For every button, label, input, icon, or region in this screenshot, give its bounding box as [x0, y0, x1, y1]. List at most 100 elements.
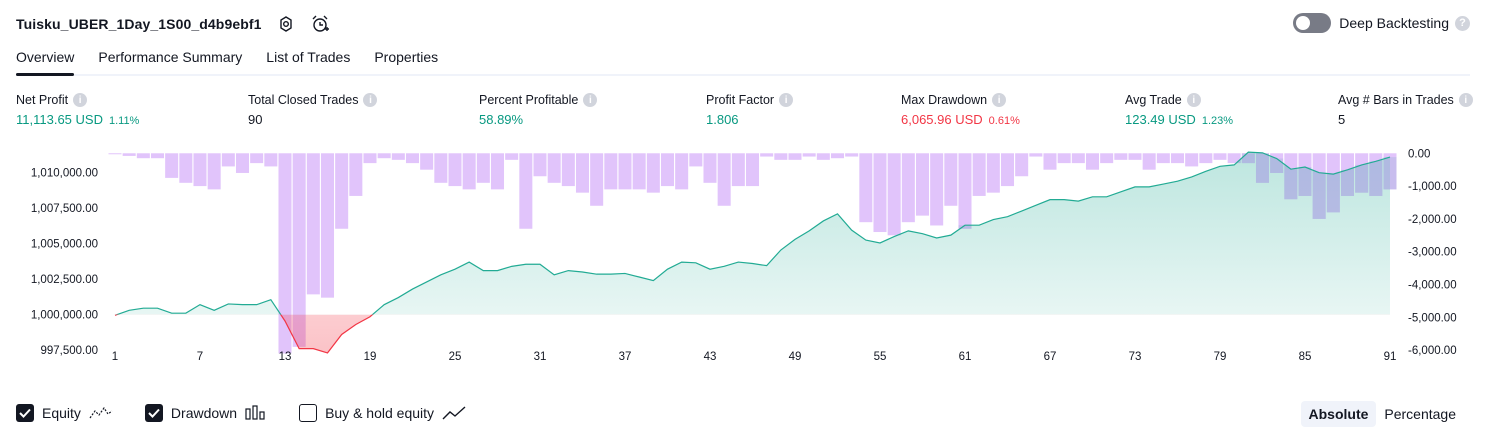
- drawdown-bar: [1000, 153, 1015, 187]
- equity-checkbox[interactable]: Equity: [16, 404, 113, 422]
- stat-value: 123.49 USD: [1125, 112, 1196, 127]
- drawdown-bar: [930, 153, 944, 226]
- drawdown-bar: [845, 153, 859, 157]
- stat-total-closed-trades: Total Closed Trades i 90: [248, 93, 378, 127]
- stats-row: Net Profit i 11,113.65 USD 1.11% Total Clo…: [0, 93, 1486, 133]
- x-axis-tick-label: 79: [1214, 351, 1227, 363]
- left-axis-tick-label: 1,010,000.00: [31, 168, 98, 180]
- equity-label: Equity: [42, 405, 81, 421]
- right-axis: 0.00 -1,000.00 -2,000.00 -3,000.00 -4,000.00…: [1408, 148, 1457, 357]
- right-axis-tick-label: -4,000.00: [1408, 280, 1457, 292]
- drawdown-bar: [519, 153, 533, 229]
- absolute-button[interactable]: Absolute: [1300, 401, 1377, 427]
- drawdown-bar: [363, 153, 377, 164]
- drawdown-bar: [689, 153, 703, 167]
- drawdown-bar: [1114, 153, 1128, 160]
- drawdown-label: Drawdown: [170, 405, 238, 421]
- stat-value: 90: [248, 112, 263, 127]
- tab-performance-summary[interactable]: Performance Summary: [98, 49, 243, 65]
- x-axis-tick-label: 37: [619, 351, 632, 363]
- drawdown-bar: [122, 153, 136, 156]
- tab-list-of-trades[interactable]: List of Trades: [266, 49, 351, 65]
- drawdown-bar: [1057, 153, 1071, 164]
- equity-area-fill: [117, 152, 1390, 315]
- stat-percent: 0.61%: [988, 115, 1020, 127]
- drawdown-bar: [207, 153, 221, 190]
- drawdown-overlap-bar: [1369, 161, 1383, 196]
- drawdown-bar: [1015, 153, 1029, 177]
- drawdown-bar: [462, 153, 476, 190]
- tab-overview[interactable]: Overview: [16, 46, 75, 76]
- drawdown-bar: [505, 153, 519, 160]
- checkbox-unchecked[interactable]: [299, 404, 318, 422]
- stat-value: 1.806: [706, 112, 739, 127]
- equity-line-below-initial: [114, 314, 374, 354]
- settings-icon[interactable]: [276, 14, 296, 34]
- alarm-add-icon[interactable]: [310, 14, 330, 34]
- checkbox-checked[interactable]: [16, 404, 34, 422]
- x-axis-tick-label: 13: [279, 351, 292, 363]
- x-axis-tick-label: 73: [1129, 351, 1142, 363]
- equity-drawdown-chart[interactable]: 1,010,000.00 1,007,500.00 1,005,000.00 1,00…: [0, 140, 1486, 372]
- deep-backtesting-toggle[interactable]: [1293, 13, 1332, 33]
- drawdown-bar: [1213, 153, 1227, 160]
- info-icon[interactable]: i: [583, 93, 598, 107]
- info-icon[interactable]: i: [73, 93, 88, 107]
- info-icon[interactable]: i: [1458, 93, 1473, 107]
- drawdown-bar: [646, 153, 660, 193]
- drawdown-overlap: [958, 153, 1397, 229]
- buy-hold-checkbox[interactable]: Buy & hold equity: [299, 404, 466, 422]
- deep-backtesting: Deep Backtesting ?: [1293, 13, 1470, 33]
- drawdown-bar: [915, 153, 930, 216]
- drawdown-checkbox[interactable]: Drawdown: [144, 404, 267, 422]
- drawdown-overlap-bar: [1241, 153, 1255, 164]
- drawdown-bar: [1071, 153, 1085, 164]
- drawdown-bar: [405, 153, 420, 164]
- drawdown-bar: [533, 153, 547, 177]
- percentage-button[interactable]: Percentage: [1384, 406, 1456, 422]
- drawdown-bar: [618, 153, 632, 190]
- drawdown-bar: [1170, 153, 1185, 164]
- stat-max-drawdown: Max Drawdown i 6,065.96 USD 0.61%: [901, 93, 1020, 127]
- drawdown-bar: [575, 153, 590, 193]
- drawdown-bar: [221, 153, 235, 167]
- drawdown-bar: [547, 153, 561, 183]
- buy-hold-label: Buy & hold equity: [325, 405, 435, 421]
- drawdown-bar: [717, 153, 731, 206]
- drawdown-bar: [377, 153, 391, 159]
- info-icon[interactable]: i: [363, 93, 378, 107]
- stat-label: Net Profit: [16, 93, 69, 107]
- help-icon[interactable]: ?: [1455, 15, 1470, 31]
- stat-value: 58.89%: [479, 112, 524, 127]
- left-axis: 1,010,000.00 1,007,500.00 1,005,000.00 1,00…: [31, 168, 98, 357]
- buy-hold-line-icon: [442, 405, 466, 421]
- x-axis-tick-label: 55: [874, 351, 887, 363]
- left-axis-tick-label: 1,007,500.00: [31, 203, 98, 215]
- drawdown-bar: [264, 153, 278, 167]
- info-icon[interactable]: i: [779, 93, 794, 107]
- drawdown-bar: [292, 153, 306, 347]
- drawdown-bar: [788, 153, 802, 160]
- right-axis-tick-label: 0.00: [1408, 148, 1430, 160]
- drawdown-bar: [561, 153, 575, 187]
- right-axis-tick-label: -2,000.00: [1408, 214, 1457, 226]
- drawdown-bar: [745, 153, 760, 187]
- left-axis-tick-label: 997,500.00: [40, 345, 98, 357]
- drawdown-bar: [986, 153, 1000, 193]
- x-axis-tick-label: 91: [1384, 351, 1397, 363]
- x-axis-tick-label: 7: [197, 351, 203, 363]
- x-axis: 1 7 13 19 25 31 37 43 49 55 61 67 73 79 85 91: [112, 351, 1397, 363]
- equity-series: [114, 151, 1397, 354]
- drawdown-bar: [590, 153, 604, 206]
- checkbox-checked[interactable]: [144, 404, 163, 422]
- drawdown-bar: [278, 153, 292, 354]
- stat-label: Avg Trade: [1125, 93, 1182, 107]
- report-header: Tuisku_UBER_1Day_1S00_d4b9ebf1: [16, 12, 330, 36]
- info-icon[interactable]: i: [1186, 93, 1201, 107]
- right-axis-tick-label: -6,000.00: [1408, 345, 1457, 357]
- drawdown-bar: [1085, 153, 1100, 170]
- drawdown-bar: [1029, 153, 1043, 157]
- right-axis-tick-label: -3,000.00: [1408, 247, 1457, 259]
- tab-properties[interactable]: Properties: [374, 49, 439, 65]
- info-icon[interactable]: i: [992, 93, 1007, 107]
